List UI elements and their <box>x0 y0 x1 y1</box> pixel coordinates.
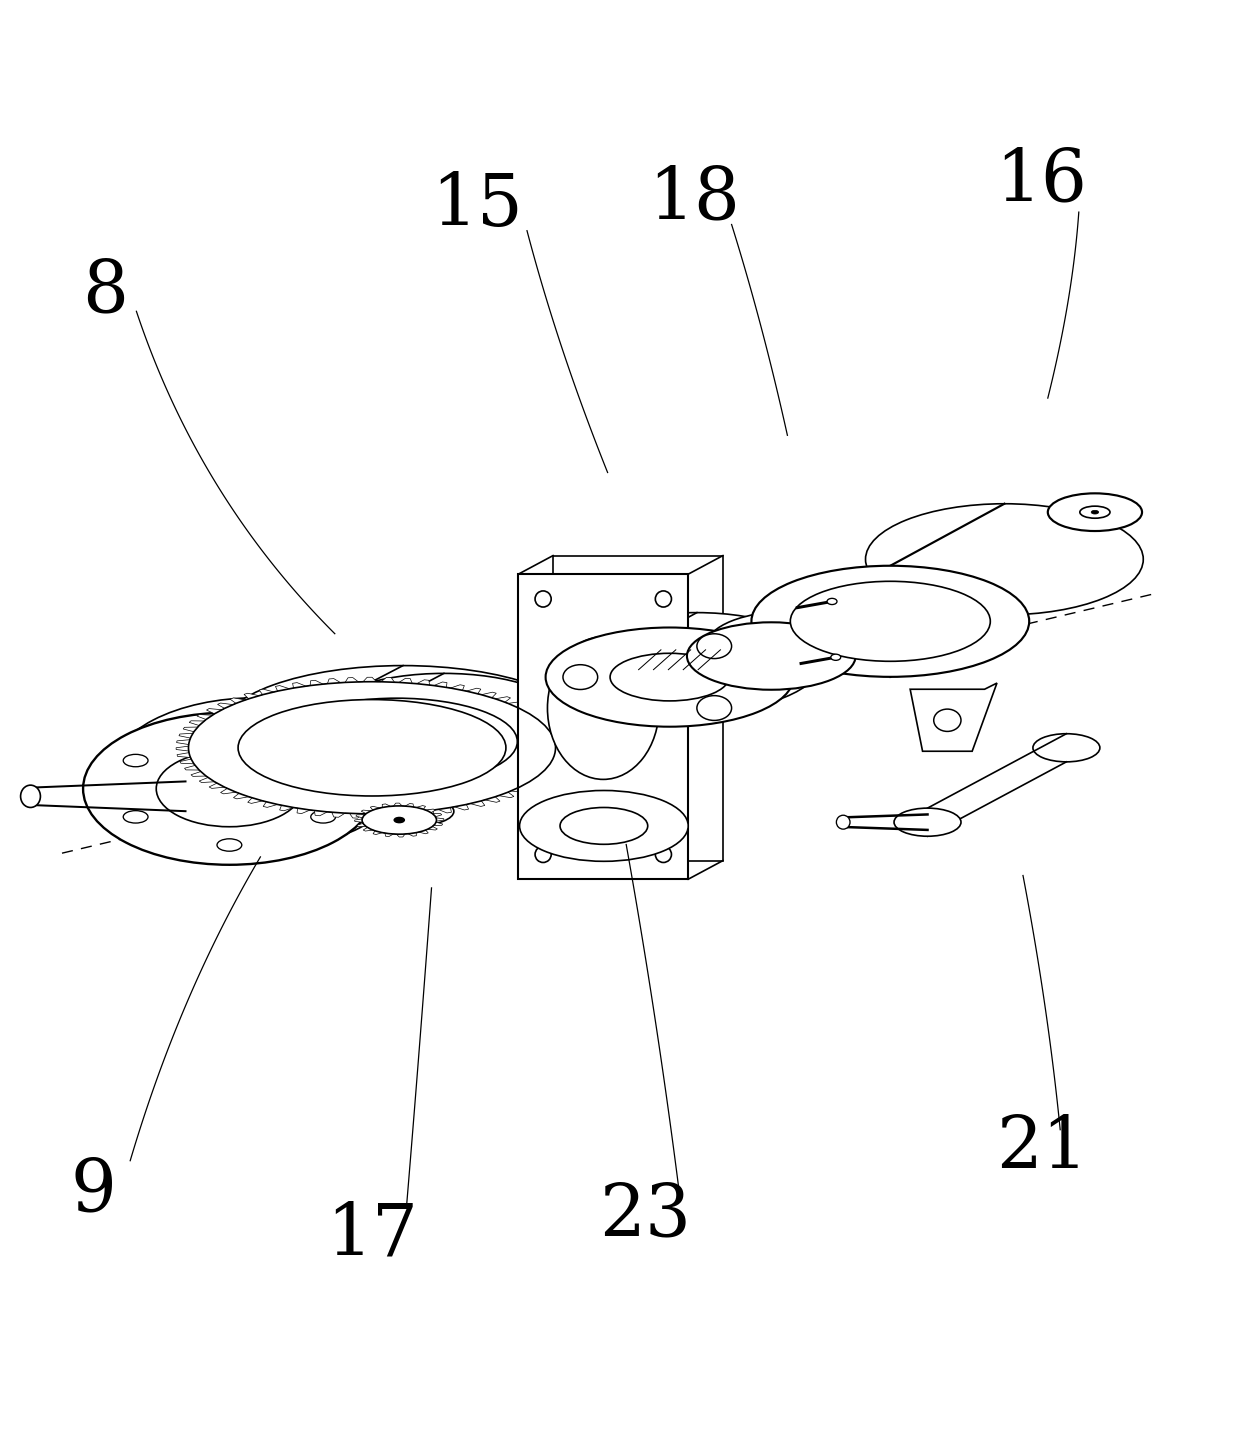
Ellipse shape <box>610 653 729 700</box>
Text: 8: 8 <box>82 258 129 329</box>
Ellipse shape <box>217 726 242 739</box>
Ellipse shape <box>536 591 551 607</box>
Ellipse shape <box>324 673 564 761</box>
Ellipse shape <box>238 699 506 795</box>
Polygon shape <box>176 677 568 818</box>
Ellipse shape <box>656 846 672 863</box>
Ellipse shape <box>311 754 336 767</box>
Ellipse shape <box>123 811 148 823</box>
Ellipse shape <box>1091 510 1099 514</box>
Text: 23: 23 <box>599 1182 691 1252</box>
Polygon shape <box>329 720 353 744</box>
Text: 15: 15 <box>432 170 523 241</box>
Ellipse shape <box>548 637 660 780</box>
Ellipse shape <box>560 807 647 844</box>
Ellipse shape <box>790 581 991 661</box>
Ellipse shape <box>1033 733 1100 762</box>
Text: 17: 17 <box>326 1200 418 1271</box>
Ellipse shape <box>110 697 403 850</box>
Ellipse shape <box>894 808 961 836</box>
Ellipse shape <box>520 791 688 862</box>
Ellipse shape <box>1048 493 1142 532</box>
Ellipse shape <box>573 612 821 712</box>
Ellipse shape <box>697 634 732 659</box>
Ellipse shape <box>934 709 961 732</box>
Ellipse shape <box>379 797 454 826</box>
Ellipse shape <box>123 754 148 767</box>
Ellipse shape <box>394 817 404 823</box>
Ellipse shape <box>21 785 41 807</box>
Ellipse shape <box>563 664 598 689</box>
Polygon shape <box>355 803 444 837</box>
Text: 18: 18 <box>649 164 740 235</box>
Ellipse shape <box>751 566 1029 677</box>
Ellipse shape <box>831 654 841 660</box>
Polygon shape <box>910 683 997 751</box>
Ellipse shape <box>697 696 732 720</box>
Ellipse shape <box>656 591 672 607</box>
Ellipse shape <box>311 811 336 823</box>
Ellipse shape <box>536 846 551 863</box>
Text: 21: 21 <box>996 1112 1087 1183</box>
Polygon shape <box>518 574 688 879</box>
Text: 16: 16 <box>996 146 1087 216</box>
Ellipse shape <box>827 598 837 605</box>
Ellipse shape <box>217 839 242 852</box>
Ellipse shape <box>156 751 303 827</box>
Ellipse shape <box>687 623 856 690</box>
Ellipse shape <box>546 627 794 726</box>
Polygon shape <box>553 556 723 860</box>
Ellipse shape <box>277 699 517 785</box>
Ellipse shape <box>83 713 376 865</box>
Text: 9: 9 <box>71 1157 115 1226</box>
Ellipse shape <box>1080 506 1110 519</box>
Ellipse shape <box>219 666 587 798</box>
Ellipse shape <box>836 816 851 829</box>
Ellipse shape <box>707 611 875 679</box>
Ellipse shape <box>866 504 1143 615</box>
